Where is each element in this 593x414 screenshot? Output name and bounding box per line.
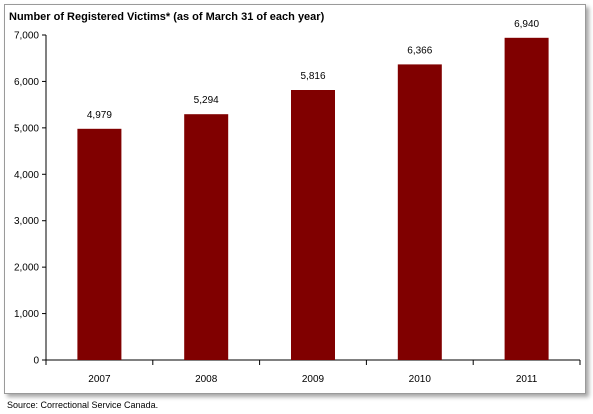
plot-area: 0 1,000 2,000 3,000 4,000 5,000 6,000 7,000 4,97…	[14, 19, 581, 385]
source-note: Source: Correctional Service Canada.	[7, 400, 159, 410]
chart-frame: Number of Registered Victims* (as of Mar…	[4, 4, 586, 394]
bar-2008	[184, 114, 229, 360]
bar-chart: Number of Registered Victims* (as of Mar…	[9, 11, 581, 385]
y-tick-label: 0	[33, 356, 39, 367]
data-label: 6,940	[514, 19, 539, 30]
y-tick-label: 3,000	[14, 216, 39, 227]
data-label: 5,816	[300, 71, 325, 82]
y-tick-label: 2,000	[14, 263, 39, 274]
x-tick-label: 2011	[516, 374, 538, 385]
data-label: 6,366	[407, 45, 432, 56]
bar-2009	[291, 90, 335, 360]
y-tick-label: 5,000	[14, 123, 39, 134]
y-tick-label: 4,000	[14, 170, 39, 181]
y-tick-label: 1,000	[14, 309, 39, 320]
x-tick-label: 2009	[302, 374, 325, 385]
chart-title: Number of Registered Victims* (as of Mar…	[9, 11, 325, 23]
y-tick-label: 7,000	[14, 31, 39, 42]
data-label: 4,979	[87, 110, 112, 121]
bar-2007	[77, 128, 122, 360]
x-tick-label: 2010	[409, 374, 432, 385]
bar-2010	[397, 64, 442, 361]
data-label: 5,294	[194, 95, 219, 106]
y-tick-label: 6,000	[14, 77, 39, 88]
bar-2011	[504, 37, 549, 361]
x-tick-label: 2007	[88, 374, 111, 385]
x-tick-label: 2008	[195, 374, 218, 385]
